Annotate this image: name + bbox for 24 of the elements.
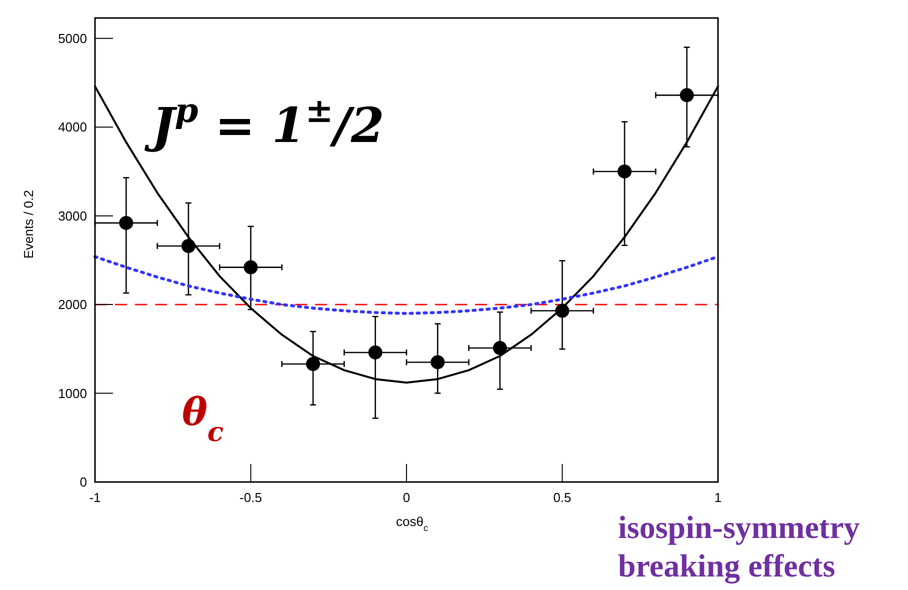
point [492,341,507,356]
y-tick-label: 1000 [58,386,87,401]
y-axis-title: Events / 0.2 [21,190,36,259]
x-tick-label: -1 [89,490,101,505]
point [368,345,382,360]
point [306,357,320,372]
point [680,88,694,102]
y-tick-label: 3000 [58,208,87,224]
text: isospin-symmetry breaking effects [618,509,860,584]
x-axis-title: cosθ$_{c}$ [396,514,428,533]
x-tick-label: -0.5 [240,490,262,505]
y-tick-label: 2000 [58,297,87,312]
annotation: θ$_{c}$ [182,389,224,448]
x-tick-label: 0 [402,490,410,505]
annotation: J$^{p}$ = 1$^{±}$/2 [144,90,384,154]
y-tick-label: 4000 [58,120,87,135]
x-tick-label: 0.5 [553,490,572,505]
x-tick-label: 1 [714,490,722,505]
point [244,260,258,274]
point [119,216,134,230]
point [430,355,445,370]
y-tick-label: 5000 [58,30,87,46]
point [618,164,632,178]
y-tick-label: 0 [80,474,87,490]
